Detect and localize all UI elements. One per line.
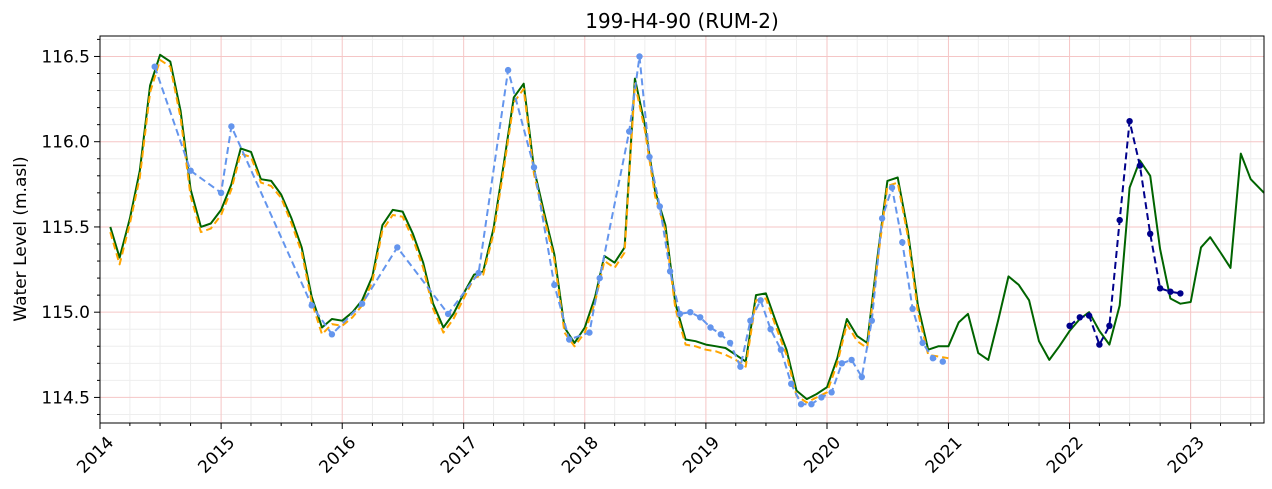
x-tick-label: 2014: [73, 433, 118, 478]
series-4-point: [1147, 230, 1154, 237]
series-3-point: [566, 336, 573, 343]
series-4-point: [1066, 322, 1073, 329]
x-tick-label: 2016: [316, 433, 361, 478]
series-line-3: [153, 55, 944, 406]
series-3-point: [737, 363, 744, 370]
series-3-point: [151, 63, 158, 70]
series-line-1: [109, 53, 1265, 401]
y-tick-label: 114.5: [41, 388, 90, 408]
series-3-point: [797, 401, 805, 408]
series-3-point: [717, 331, 724, 338]
series-3-point: [808, 401, 815, 408]
series-3-point: [878, 215, 886, 222]
series-4-point: [1136, 162, 1144, 169]
series-3-point: [475, 269, 482, 277]
series-3-point: [646, 153, 653, 161]
series-3-point: [187, 167, 194, 174]
series-3-point: [707, 324, 714, 331]
series-4-point: [1126, 118, 1133, 125]
series-4-point: [1106, 322, 1113, 329]
series-3-point: [757, 297, 764, 304]
series-3-point: [767, 326, 774, 333]
x-tick-label: 2020: [800, 433, 845, 478]
x-tick-label: 2015: [194, 433, 239, 478]
series-3-point: [504, 66, 512, 74]
series-4-point: [1116, 216, 1123, 224]
x-tick-label: 2017: [437, 433, 482, 478]
y-tick-label: 116.0: [41, 133, 90, 153]
x-tick-label: 2022: [1043, 433, 1088, 478]
axes-layer: 2014 2015 2016 2017 2018 2019 2020 2021 2022 2023…: [41, 35, 1265, 478]
series-4-point: [1167, 288, 1174, 295]
series-3-point: [636, 53, 643, 60]
series-3-point: [818, 394, 825, 401]
series-3-point: [888, 184, 896, 191]
series-4-point: [1156, 285, 1164, 292]
series-3-point: [747, 317, 754, 324]
series-line-2: [109, 58, 949, 404]
series-3-point: [551, 281, 558, 289]
series-3-point: [228, 123, 235, 130]
series-3-point: [868, 317, 875, 324]
series-3-point: [656, 203, 663, 210]
series-3-point: [828, 389, 835, 396]
x-tick-label: 2019: [679, 433, 724, 478]
series-3-point: [929, 355, 937, 362]
series-3-point: [358, 300, 366, 307]
plot-frame: [99, 35, 1265, 424]
x-tick-label: 2023: [1164, 433, 1209, 478]
series-4-point: [1096, 341, 1103, 348]
series-3-point: [596, 274, 603, 282]
y-tick-label: 115.0: [41, 303, 90, 323]
y-axis-label: Water Level (m.asl): [11, 156, 31, 321]
series-3-point: [909, 305, 916, 312]
series-layer: [109, 53, 1265, 408]
series-3-point: [666, 268, 674, 275]
series-4-point: [1076, 314, 1084, 321]
series-3-point: [899, 239, 906, 246]
series-3-point: [676, 310, 684, 318]
series-3-point: [217, 189, 225, 196]
x-tick-label: 2018: [558, 433, 603, 478]
x-tick-label: 2021: [922, 433, 967, 478]
series-3-point: [848, 356, 855, 364]
series-4-point: [1177, 290, 1184, 297]
series-3-point: [939, 358, 946, 365]
y-tick-label: 116.5: [41, 47, 90, 67]
series-3-point: [777, 346, 785, 353]
series-3-point: [838, 360, 846, 367]
series-4-point: [1085, 312, 1093, 319]
series-3-point: [308, 302, 315, 309]
series-3-point: [586, 329, 593, 336]
series-3-point: [444, 310, 452, 318]
grid-layer: [99, 36, 1264, 423]
series-3-point: [726, 339, 734, 347]
series-3-point: [328, 331, 336, 338]
series-3-point: [858, 373, 865, 381]
series-3-point: [919, 339, 926, 347]
series-3-point: [394, 244, 401, 251]
y-tick-label: 115.5: [41, 218, 90, 238]
series-3-point: [530, 164, 538, 171]
chart-title: 199-H4-90 (RUM-2): [585, 9, 779, 33]
series-3-point: [788, 380, 795, 387]
series-3-point: [687, 309, 694, 316]
series-3-point: [697, 314, 704, 321]
series-3-point: [626, 128, 633, 135]
